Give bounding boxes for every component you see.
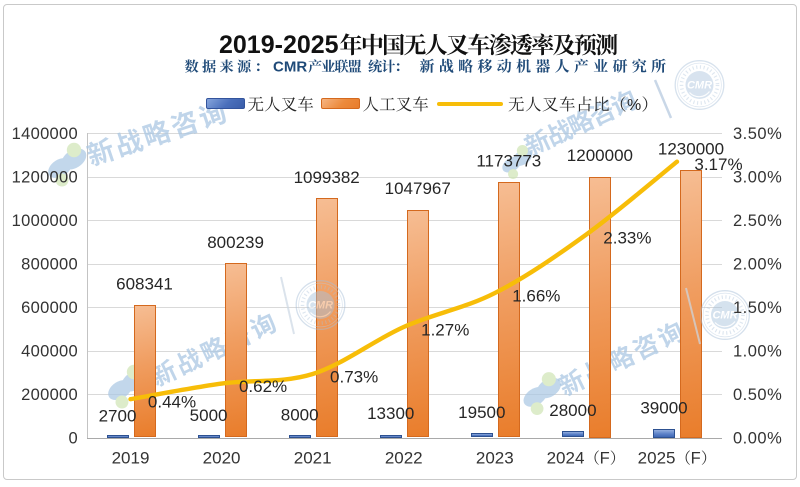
svg-text:0.73%: 0.73% [330, 367, 378, 386]
svg-text:0.50%: 0.50% [733, 386, 782, 404]
svg-text:200000: 200000 [21, 386, 78, 404]
svg-text:2.00%: 2.00% [733, 255, 782, 273]
svg-text:28000: 28000 [549, 401, 596, 420]
svg-text:8000: 8000 [281, 405, 319, 424]
svg-text:1.50%: 1.50% [733, 299, 782, 317]
svg-text:F: F [600, 450, 610, 468]
svg-text:2024: 2024 [547, 449, 585, 468]
svg-text:1.27%: 1.27% [421, 321, 469, 340]
svg-text:2019: 2019 [112, 449, 150, 468]
svg-text:2.50%: 2.50% [733, 212, 782, 230]
svg-text:1.00%: 1.00% [733, 342, 782, 360]
svg-text:1400000: 1400000 [12, 125, 78, 143]
svg-text:5000: 5000 [190, 406, 228, 425]
svg-text:0.44%: 0.44% [148, 393, 196, 412]
svg-text:1200000: 1200000 [12, 168, 78, 186]
svg-text:F: F [691, 450, 701, 468]
svg-text:2021: 2021 [294, 449, 332, 468]
svg-text:1.66%: 1.66% [512, 287, 560, 306]
svg-text:2023: 2023 [476, 449, 514, 468]
svg-text:1200000: 1200000 [567, 146, 633, 165]
svg-text:2019-2025: 2019-2025 [219, 31, 339, 59]
svg-text:3.00%: 3.00% [733, 168, 782, 186]
svg-text:1099382: 1099382 [294, 168, 360, 187]
svg-text:3.50%: 3.50% [733, 125, 782, 143]
svg-text:CMR: CMR [687, 80, 712, 92]
svg-text:1173773: 1173773 [476, 152, 541, 171]
svg-text:1230000: 1230000 [658, 139, 724, 158]
svg-text:3.17%: 3.17% [694, 155, 742, 174]
svg-text:1000000: 1000000 [12, 212, 78, 230]
svg-text:CMR: CMR [712, 310, 737, 322]
svg-text:2020: 2020 [203, 449, 241, 468]
svg-text:19500: 19500 [458, 403, 505, 422]
svg-text:2022: 2022 [385, 449, 423, 468]
svg-text:0: 0 [69, 429, 78, 447]
svg-text:1047967: 1047967 [385, 179, 451, 198]
svg-text:0.00%: 0.00% [733, 429, 782, 447]
svg-text:400000: 400000 [21, 342, 78, 360]
svg-text:0.62%: 0.62% [239, 377, 287, 396]
svg-text:2025: 2025 [638, 449, 676, 468]
svg-text:800239: 800239 [207, 233, 264, 252]
svg-text:39000: 39000 [640, 399, 687, 418]
svg-text:%: % [627, 97, 641, 114]
svg-text:CMR: CMR [308, 300, 333, 312]
svg-text:2.33%: 2.33% [603, 228, 651, 247]
svg-text:608341: 608341 [116, 275, 173, 294]
svg-text:600000: 600000 [21, 299, 78, 317]
svg-text:CMR: CMR [273, 59, 307, 76]
svg-text:800000: 800000 [21, 255, 78, 273]
svg-text:2700: 2700 [99, 406, 137, 425]
svg-text:13300: 13300 [367, 404, 414, 423]
